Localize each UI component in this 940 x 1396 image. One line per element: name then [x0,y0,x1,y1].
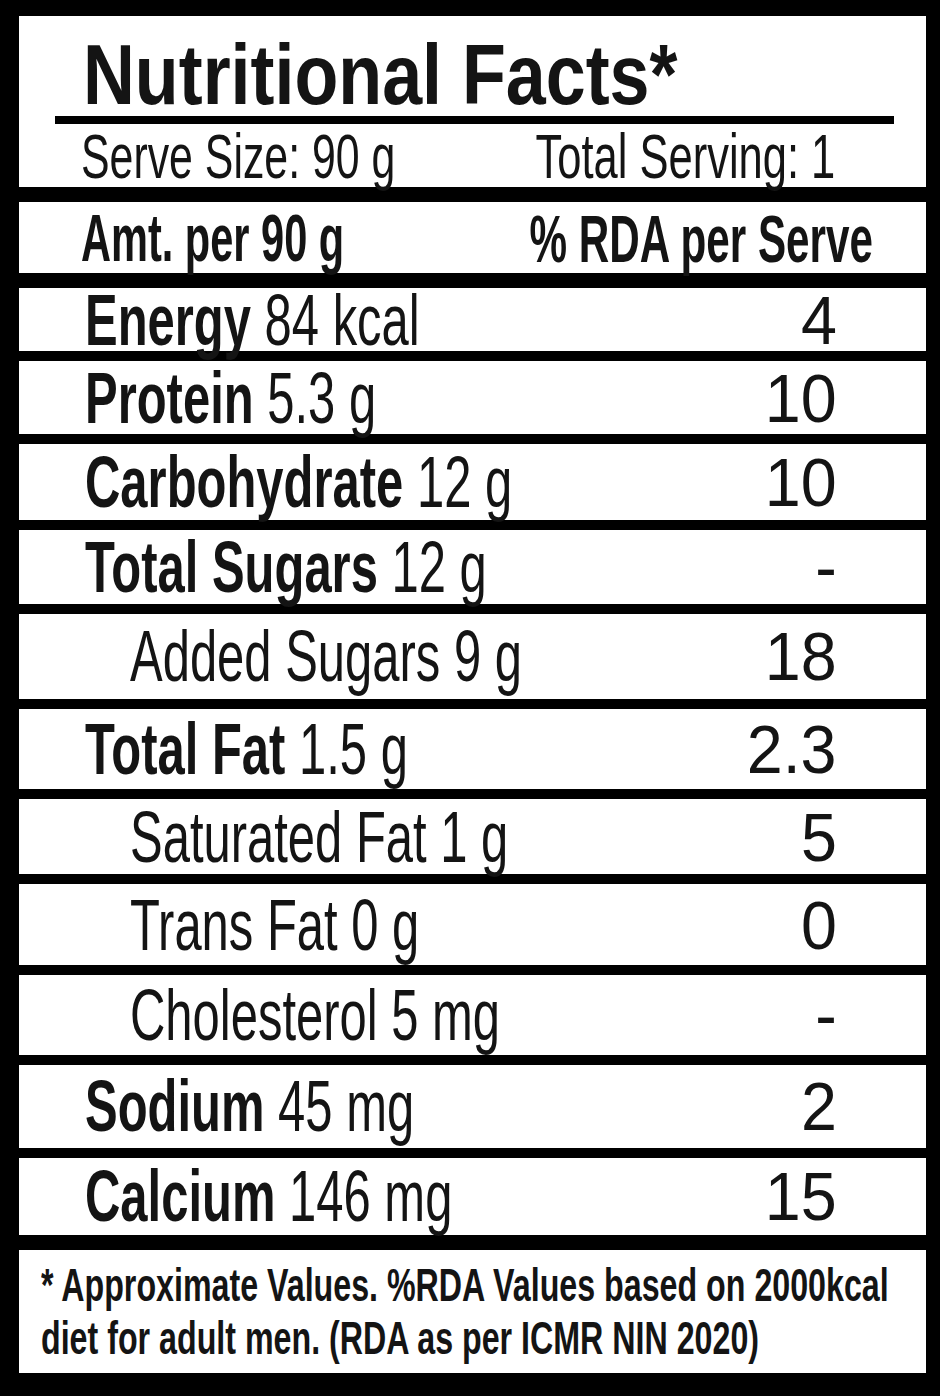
title-row: Nutritional Facts* [19,16,926,116]
nutrient-name: Energy [85,280,265,360]
divider-thin [19,1055,926,1065]
nutrient-amount: 0 g [351,885,419,965]
divider-thin [19,699,926,709]
nutrient-rda-value: 4 [801,286,837,354]
nutrient-rows: Energy 84 kcal 4 Protein 5.3 g 10 Carboh… [19,288,926,1235]
nutrient-amount: 5.3 g [267,358,376,438]
nutrient-rda-value: 15 [765,1162,837,1230]
nutrient-row: Trans Fat 0 g 0 [19,884,926,965]
footnote-line-1: * Approximate Values. %RDA Values based … [41,1259,889,1312]
nutrient-name: Carbohydrate [85,442,417,522]
nutrient-name: Saturated Fat [130,797,440,877]
nutrient-amount: 5 mg [391,975,500,1055]
nutrient-amount: 12 g [392,527,487,607]
nutrient-row: Cholesterol 5 mg - [19,975,926,1054]
nutrient-row: Calcium 146 mg 15 [19,1158,926,1235]
nutrient-row: Saturated Fat 1 g 5 [19,799,926,874]
nutrient-row: Energy 84 kcal 4 [19,288,926,351]
total-serving: Total Serving: 1 [535,120,835,192]
nutrient-rda-value: 5 [801,803,837,871]
nutrient-row: Sodium 45 mg 2 [19,1065,926,1148]
nutrient-amount: 45 mg [278,1066,414,1146]
nutrient-name: Total Fat [85,709,299,789]
serve-size: Serve Size: 90 g [81,120,395,192]
nutrient-amount: 146 mg [289,1156,452,1236]
serving-row: Serve Size: 90 g Total Serving: 1 [19,124,926,187]
nutrient-row: Carbohydrate 12 g 10 [19,444,926,519]
nutrient-amount: 1.5 g [299,709,408,789]
divider-thick [19,1235,926,1250]
nutrient-name: Sodium [85,1066,278,1146]
nutrient-amount: 9 g [454,616,522,696]
nutrient-name: Cholesterol [130,975,391,1055]
column-header-row: Amt. per 90 g % RDA per Serve [19,202,926,273]
page-title: Nutritional Facts* [83,25,678,124]
nutrient-name: Protein [85,358,267,438]
nutrient-rda-value: 10 [765,364,837,432]
nutrient-rda-value: 10 [765,448,837,516]
nutrient-rda-value: - [815,533,837,601]
nutrient-row: Protein 5.3 g 10 [19,361,926,434]
nutrient-rda-value: 2 [801,1072,837,1140]
nutrient-name: Total Sugars [85,527,392,607]
nutrient-row: Added Sugars 9 g 18 [19,614,926,699]
nutrition-label: Nutritional Facts* Serve Size: 90 g Tota… [19,16,926,1373]
amount-column-header: Amt. per 90 g [81,199,344,276]
nutrient-amount: 1 g [440,797,508,877]
footnote-line-2: diet for adult men. (RDA as per ICMR NIN… [41,1312,759,1365]
nutrient-amount: 12 g [417,442,512,522]
nutrient-rda-value: - [815,981,837,1049]
nutrient-name: Calcium [85,1156,289,1236]
rda-column-header: % RDA per Serve [530,199,873,276]
nutrient-name: Trans Fat [130,885,351,965]
nutrient-row: Total Fat 1.5 g 2.3 [19,709,926,789]
nutrient-name: Added Sugars [130,616,454,696]
divider-thin [19,965,926,975]
nutrient-rda-value: 0 [801,891,837,959]
nutrient-amount: 84 kcal [265,280,420,360]
footnote: * Approximate Values. %RDA Values based … [19,1250,926,1373]
nutrient-row: Total Sugars 12 g - [19,530,926,604]
nutrient-rda-value: 2.3 [747,715,837,783]
nutrient-rda-value: 18 [765,622,837,690]
